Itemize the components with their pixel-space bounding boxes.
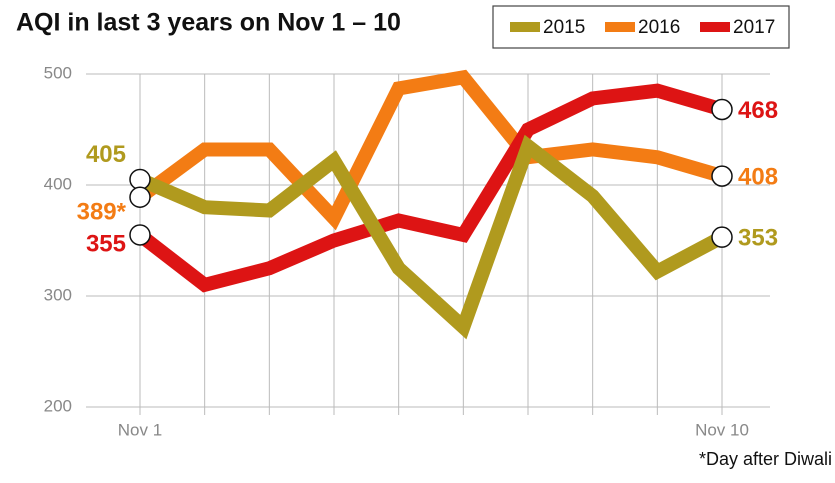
value-label: 355: [86, 230, 126, 257]
legend-item: 2017: [700, 17, 775, 38]
legend-item: 2015: [510, 17, 585, 38]
y-tick-label: 400: [44, 174, 72, 193]
legend-item: 2016: [605, 17, 680, 38]
legend-box: [492, 5, 790, 49]
series-line: [135, 69, 724, 231]
series-line: [137, 134, 726, 340]
value-label: 405: [86, 141, 126, 168]
point-marker: [129, 168, 151, 191]
legend-label: 2017: [733, 17, 775, 38]
point-marker: [711, 165, 733, 187]
value-label: 468: [738, 97, 778, 124]
value-label: 408: [738, 163, 778, 190]
point-marker: [711, 98, 733, 121]
legend-label: 2015: [543, 17, 585, 38]
point-marker: [129, 186, 151, 208]
footnote: *Day after Diwali: [699, 449, 832, 469]
y-tick-label: 300: [44, 285, 72, 304]
x-tick-label: Nov 1: [118, 420, 162, 439]
point-marker: [129, 224, 151, 246]
series-line: [135, 83, 724, 293]
value-label: 353: [738, 225, 778, 252]
x-tick-label: Nov 10: [695, 420, 749, 439]
y-tick-label: 500: [44, 63, 72, 82]
chart-title: AQI in last 3 years on Nov 1 – 10: [16, 9, 401, 37]
legend-label: 2016: [638, 17, 680, 38]
y-tick-label: 200: [44, 396, 72, 415]
value-label: 389*: [77, 199, 127, 226]
point-marker: [711, 226, 733, 248]
